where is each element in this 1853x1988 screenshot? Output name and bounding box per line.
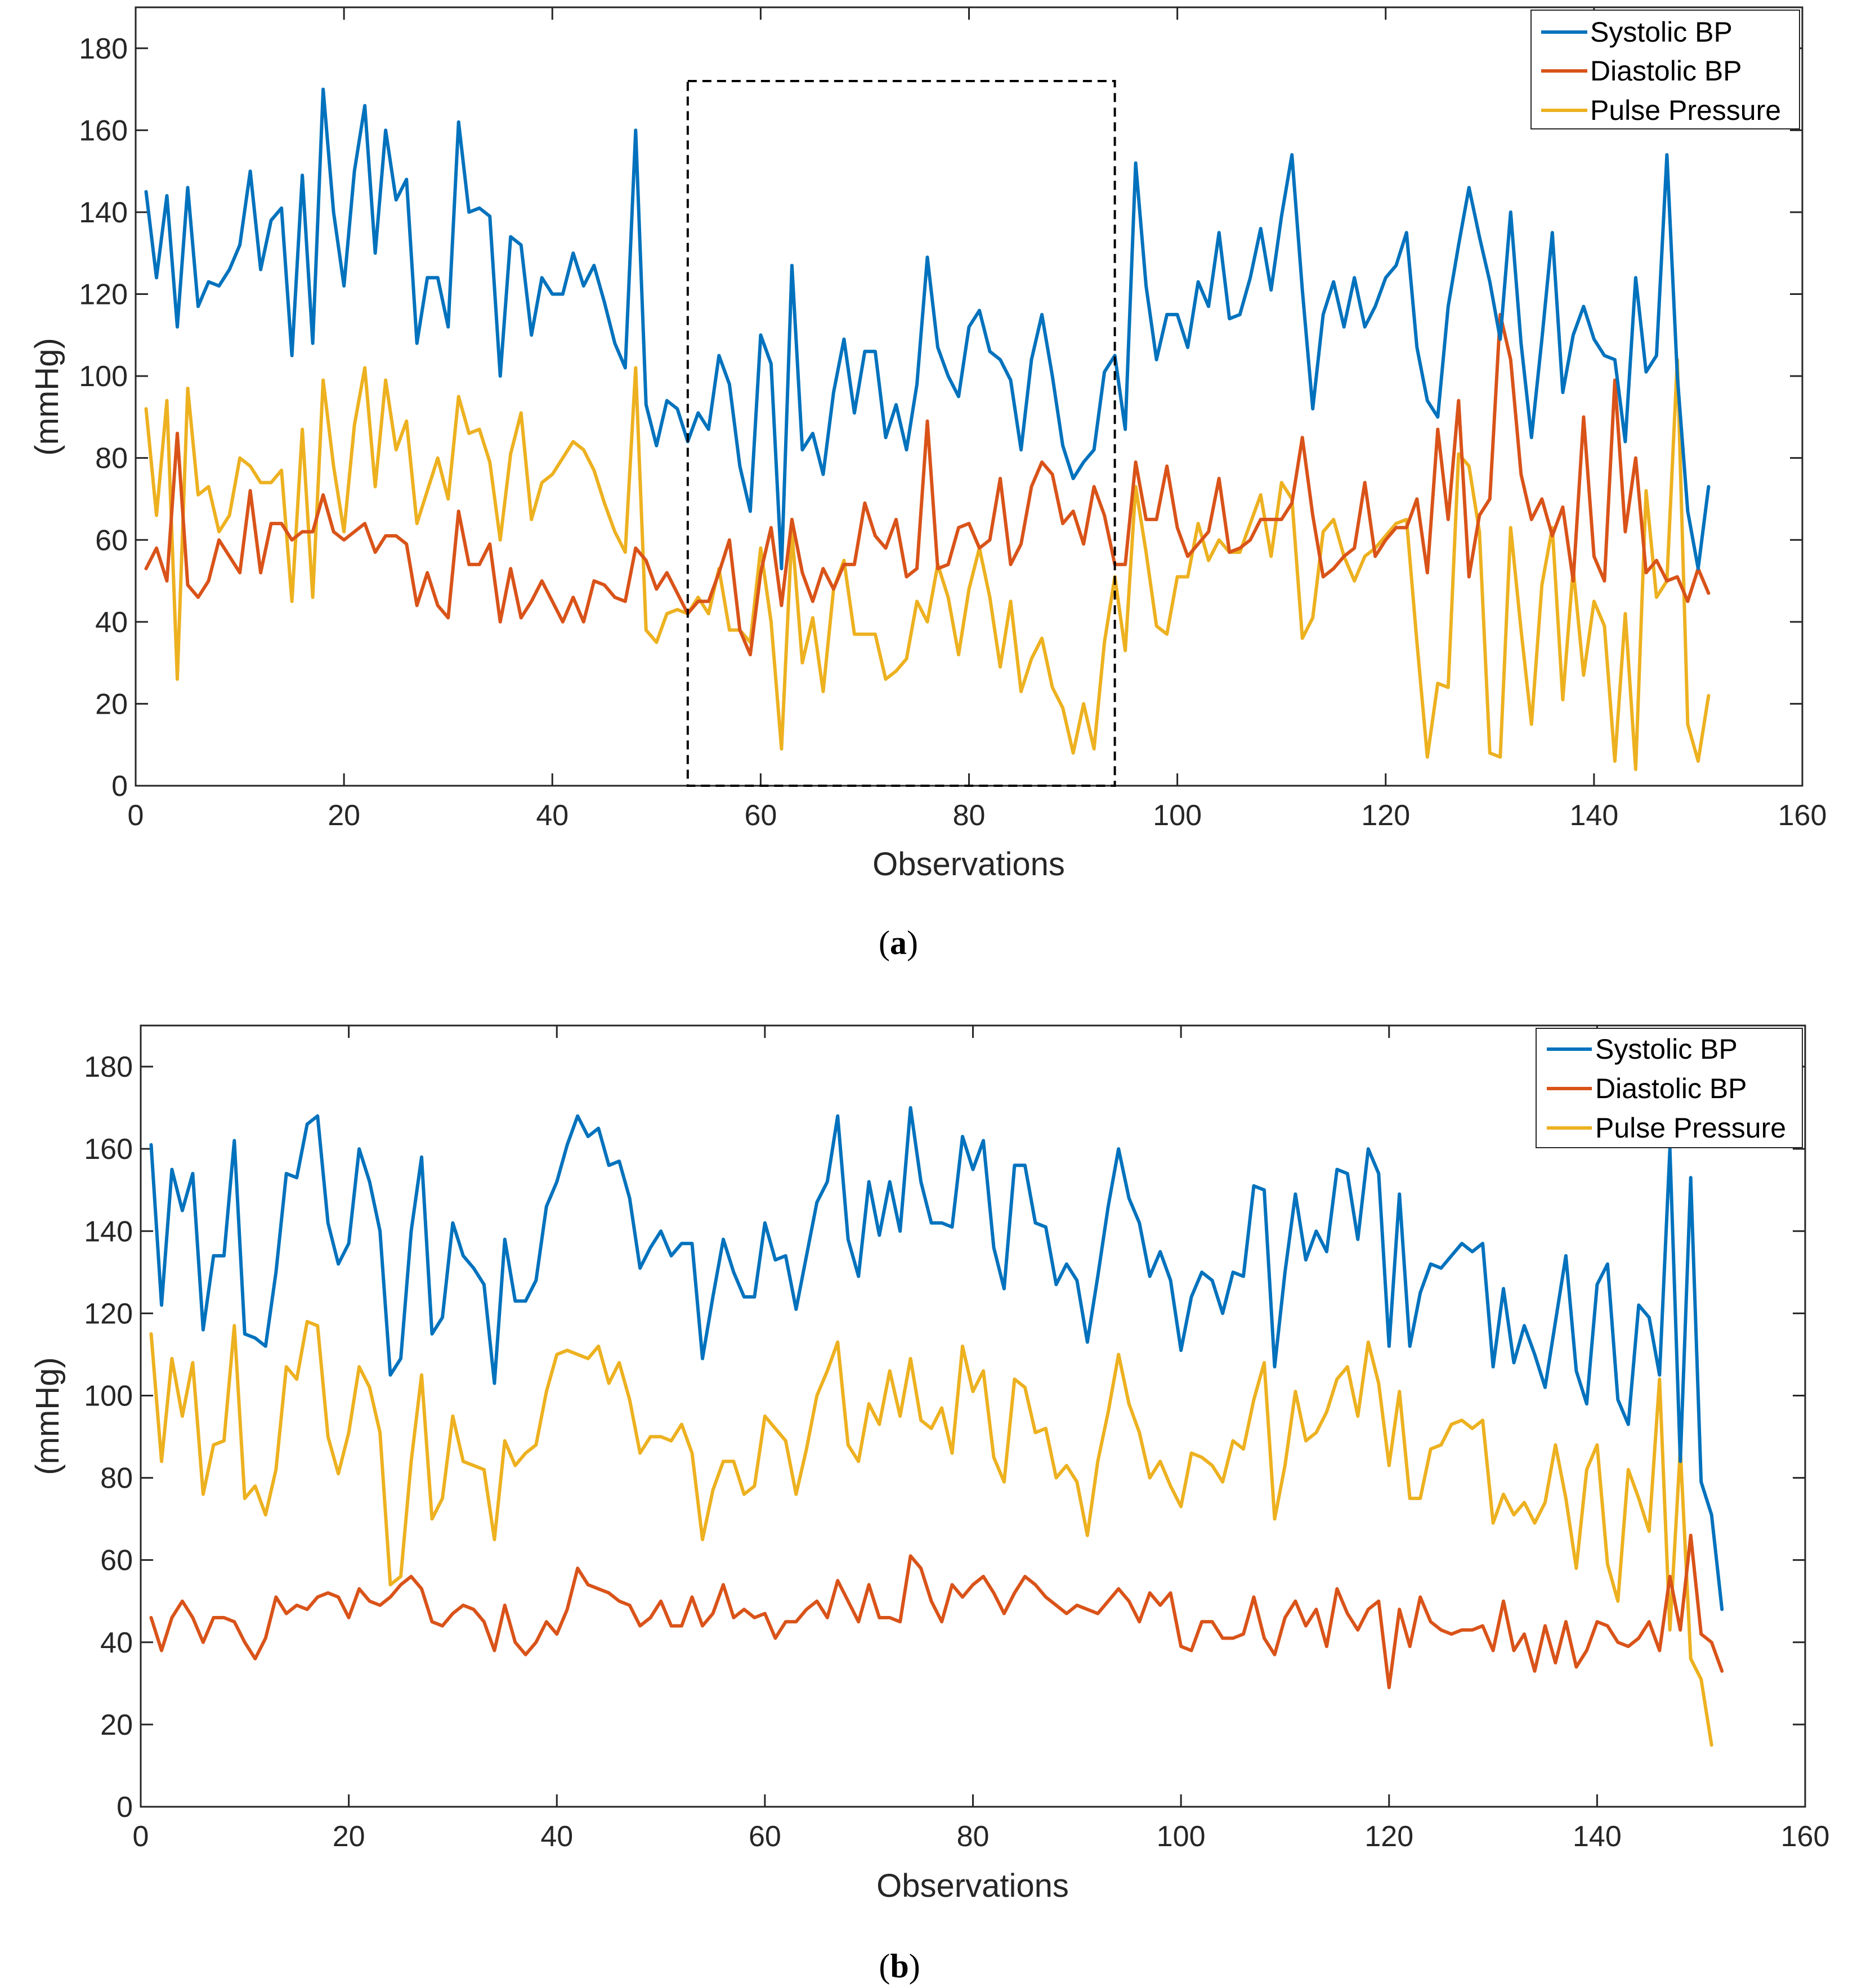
chart-a-y-tick-label: 120 bbox=[79, 279, 128, 311]
chart-a-y-tick-label: 40 bbox=[95, 606, 128, 639]
chart-b-y-axis-label: (mmHg) bbox=[29, 1357, 66, 1475]
chart-b-y-tick-label: 80 bbox=[100, 1462, 133, 1495]
chart-b-y-tick-label: 180 bbox=[84, 1051, 133, 1083]
chart-a-x-tick-label: 0 bbox=[128, 799, 144, 832]
chart-b-y-tick-label: 40 bbox=[100, 1627, 133, 1659]
chart-a-x-tick-label: 80 bbox=[953, 799, 986, 832]
chart-a-y-tick-label: 60 bbox=[95, 524, 128, 557]
chart-a-y-tick-label: 140 bbox=[79, 196, 128, 229]
chart-a-x-tick-label: 160 bbox=[1778, 799, 1827, 832]
chart-a-series-line-diastolic bbox=[144, 312, 1711, 657]
chart-b-legend: Systolic BP Diastolic BP Pulse Pressure bbox=[1536, 1028, 1803, 1148]
chart-b-x-tick-label: 140 bbox=[1573, 1820, 1622, 1853]
chart-a-legend-label-systolic: Systolic BP bbox=[1590, 16, 1733, 48]
chart-b-x-tick-label: 120 bbox=[1364, 1820, 1413, 1853]
chart-a-legend: Systolic BP Diastolic BP Pulse Pressure bbox=[1530, 10, 1800, 129]
chart-a-y-axis-label: (mmHg) bbox=[29, 338, 65, 455]
chart-b-x-tick-label: 40 bbox=[540, 1820, 573, 1853]
chart-b: 0 20 40 60 80 100 120 140 160 180 0 20 40 60 80 100 120… bbox=[29, 1024, 1830, 1985]
chart-a-y-tick-label: 80 bbox=[95, 442, 128, 475]
chart-b-x-tick-label: 20 bbox=[333, 1820, 365, 1853]
chart-b-series-line-systolic bbox=[149, 1106, 1724, 1611]
chart-b-caption: (b) bbox=[879, 1947, 920, 1985]
chart-a-x-tick-label: 40 bbox=[536, 799, 569, 832]
chart-b-x-ticks: 0 20 40 60 80 100 120 140 160 bbox=[133, 1026, 1830, 1853]
chart-b-x-tick-label: 160 bbox=[1781, 1820, 1830, 1853]
chart-b-x-tick-label: 80 bbox=[957, 1820, 990, 1853]
chart-a-x-tick-label: 20 bbox=[328, 799, 360, 832]
chart-b-legend-label-diastolic: Diastolic BP bbox=[1595, 1073, 1747, 1104]
chart-a-series-line-systolic bbox=[144, 87, 1711, 571]
chart-b-series-line-pulse bbox=[149, 1320, 1713, 1747]
chart-a-series bbox=[144, 87, 1711, 771]
chart-a: 0 20 40 60 80 100 120 140 160 180 0 20 40 60 80 100 120… bbox=[29, 6, 1827, 961]
chart-b-y-tick-label: 20 bbox=[100, 1709, 133, 1741]
chart-b-series-line-diastolic bbox=[149, 1533, 1724, 1690]
chart-a-y-tick-label: 20 bbox=[95, 688, 128, 720]
chart-b-y-tick-label: 60 bbox=[100, 1544, 133, 1577]
chart-a-legend-label-diastolic: Diastolic BP bbox=[1590, 55, 1742, 87]
chart-b-y-tick-label: 100 bbox=[84, 1380, 133, 1412]
chart-b-series bbox=[149, 1106, 1724, 1747]
chart-a-series-line-pulse bbox=[144, 358, 1711, 771]
chart-b-x-tick-label: 60 bbox=[749, 1820, 781, 1853]
chart-a-y-tick-label: 100 bbox=[79, 360, 128, 393]
chart-b-y-tick-label: 140 bbox=[84, 1215, 133, 1248]
chart-b-y-ticks: 0 20 40 60 80 100 120 140 160 180 bbox=[84, 1051, 1805, 1824]
chart-a-y-ticks: 0 20 40 60 80 100 120 140 160 180 bbox=[79, 33, 1802, 803]
chart-b-legend-label-systolic: Systolic BP bbox=[1595, 1033, 1738, 1065]
chart-a-x-tick-label: 100 bbox=[1153, 799, 1202, 832]
chart-b-y-tick-label: 0 bbox=[117, 1791, 133, 1824]
chart-b-x-tick-label: 0 bbox=[133, 1820, 149, 1853]
chart-a-caption: (a) bbox=[879, 924, 918, 961]
chart-b-x-tick-label: 100 bbox=[1157, 1820, 1206, 1853]
chart-a-x-tick-label: 120 bbox=[1361, 799, 1410, 832]
chart-a-y-tick-label: 180 bbox=[79, 33, 128, 65]
chart-b-y-tick-label: 160 bbox=[84, 1133, 133, 1166]
chart-a-y-tick-label: 160 bbox=[79, 114, 128, 147]
chart-b-legend-label-pulse: Pulse Pressure bbox=[1595, 1112, 1786, 1144]
chart-b-y-tick-label: 120 bbox=[84, 1297, 133, 1330]
chart-b-x-axis-label: Observations bbox=[876, 1868, 1069, 1904]
chart-a-x-tick-label: 60 bbox=[744, 799, 777, 832]
chart-a-x-axis-label: Observations bbox=[872, 846, 1065, 883]
chart-a-highlight-box bbox=[686, 80, 1116, 787]
chart-a-legend-label-pulse: Pulse Pressure bbox=[1590, 95, 1781, 126]
chart-a-x-tick-label: 140 bbox=[1569, 799, 1618, 832]
chart-a-y-tick-label: 0 bbox=[111, 770, 128, 803]
chart-a-x-ticks: 0 20 40 60 80 100 120 140 160 bbox=[128, 7, 1827, 832]
